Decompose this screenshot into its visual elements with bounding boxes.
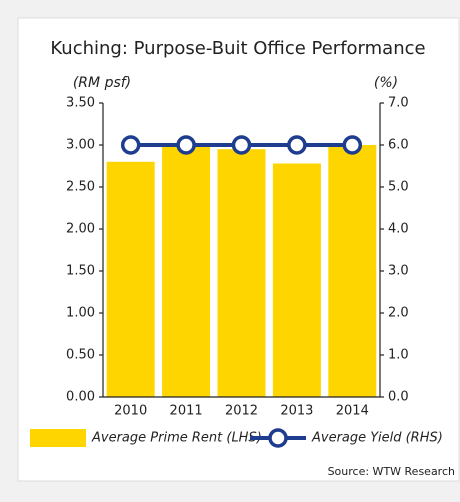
- y2-tick-label: 7.0: [388, 96, 409, 111]
- bar: [217, 149, 266, 397]
- line-marker: [342, 135, 363, 155]
- x-tick-label: 2014: [336, 404, 369, 419]
- source: Source: WTW Research: [328, 465, 455, 478]
- y2-tick-label: 5.0: [388, 180, 409, 195]
- y2-tick-label: 3.0: [388, 264, 409, 279]
- y-tick-label: 1.50: [66, 264, 95, 279]
- x-tick-label: 2011: [170, 404, 203, 419]
- line-marker: [231, 135, 252, 155]
- y2-tick-label: 6.0: [388, 138, 409, 153]
- y-tick-label: 0.50: [66, 348, 95, 363]
- line-marker: [176, 135, 196, 155]
- chart-title: Kuching: Purpose-Buit Office Performance: [50, 38, 425, 59]
- y-tick-label: 3.50: [66, 96, 95, 111]
- bar: [106, 161, 155, 397]
- legend-marker: [268, 428, 288, 448]
- y2-tick-label: 0.0: [388, 390, 409, 405]
- y2-tick-label: 4.0: [388, 222, 409, 237]
- legend-label: Average Prime Rent (LHS): [91, 431, 262, 446]
- y2-tick-label: 1.0: [388, 348, 409, 363]
- y2-axis-label: (%): [374, 75, 398, 91]
- y-tick-label: 2.50: [66, 180, 95, 195]
- bar: [162, 145, 211, 397]
- x-tick-label: 2010: [114, 404, 147, 419]
- y2-tick-label: 2.0: [388, 306, 409, 321]
- bar: [328, 145, 377, 397]
- legend-swatch: [30, 429, 86, 447]
- line-marker: [287, 135, 307, 155]
- y-tick-label: 0.00: [66, 390, 95, 405]
- x-tick-label: 2013: [280, 404, 313, 419]
- x-tick-label: 2012: [225, 404, 258, 419]
- y-axis-label: (RM psf): [73, 75, 131, 91]
- bar: [272, 163, 321, 397]
- y-tick-label: 1.00: [66, 306, 95, 321]
- y-tick-label: 2.00: [66, 222, 95, 237]
- y-tick-label: 3.00: [66, 138, 95, 153]
- line-marker: [120, 135, 141, 155]
- legend-label: Average Yield (RHS): [311, 431, 443, 446]
